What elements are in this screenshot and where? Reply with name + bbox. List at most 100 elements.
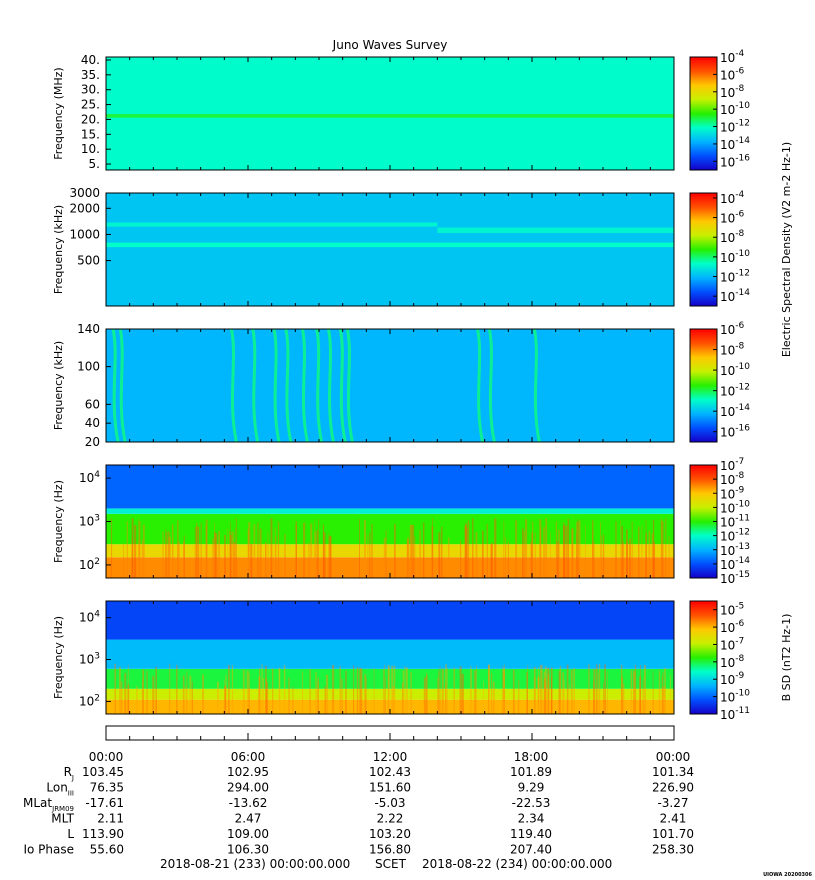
texture-streak: [230, 535, 232, 578]
texture-streak: [259, 528, 262, 578]
ephemeris-value: -17.61: [85, 796, 124, 810]
y-tick-label: 5.: [89, 157, 100, 171]
texture-streak: [126, 521, 128, 578]
radio-burst: [251, 329, 260, 442]
texture-streak: [438, 670, 440, 714]
texture-streak: [142, 670, 144, 714]
texture-streak: [665, 518, 667, 578]
texture-streak: [216, 681, 219, 714]
texture-streak: [461, 673, 464, 714]
ephemeris-value: 76.35: [90, 781, 124, 795]
emission-band: [437, 227, 674, 233]
texture-streak: [490, 543, 493, 578]
colorbar-tick-label: 10-8: [720, 84, 745, 100]
colorbar-tick-label: 10-6: [720, 321, 745, 337]
texture-streak: [568, 684, 570, 714]
texture-streak: [257, 685, 259, 714]
texture-streak: [491, 673, 493, 714]
texture-streak: [182, 675, 185, 714]
panel-e_lf: 104 103 102 Frequency (Hz) 10-710-810-910-10…: [52, 457, 750, 586]
ephemeris-value: 2.34: [518, 812, 545, 826]
texture-streak: [576, 522, 579, 578]
texture-streak: [648, 530, 651, 578]
texture-streak: [332, 664, 335, 714]
texture-streak: [423, 522, 425, 578]
texture-streak: [481, 530, 484, 578]
colorbar-gradient: [689, 56, 718, 171]
texture-streak: [152, 676, 155, 714]
texture-streak: [638, 526, 640, 578]
texture-streak: [186, 671, 188, 714]
texture-streak: [472, 518, 474, 578]
time-label: 12:00: [373, 750, 408, 764]
texture-streak: [410, 524, 413, 578]
texture-streak: [394, 523, 396, 578]
texture-streak: [314, 532, 317, 578]
radio-burst: [229, 329, 238, 442]
colorbar-tick-label: 10-14: [720, 136, 750, 152]
y-tick-label: 104: [79, 610, 100, 625]
texture-streak: [364, 674, 367, 714]
background-level: [106, 193, 674, 306]
texture-streak: [571, 528, 573, 578]
texture-streak: [653, 541, 656, 578]
ephemeris-label: LonIII: [46, 781, 74, 798]
texture-streak: [270, 518, 273, 578]
texture-streak: [601, 536, 602, 578]
texture-streak: [248, 522, 251, 578]
ephemeris-label: Io Phase: [23, 843, 74, 857]
texture-streak: [165, 532, 167, 578]
ephemeris-label: RJ: [64, 765, 74, 782]
texture-streak: [541, 664, 543, 714]
texture-streak: [602, 534, 605, 578]
texture-streak: [432, 518, 433, 578]
texture-streak: [317, 681, 319, 714]
texture-streak: [283, 665, 286, 714]
texture-streak: [441, 668, 444, 714]
radio-burst: [326, 329, 335, 442]
texture-streak: [527, 665, 529, 714]
texture-streak: [563, 522, 565, 578]
texture-streak: [316, 530, 319, 578]
texture-streak: [392, 686, 395, 714]
background-level: [106, 57, 674, 170]
colorbar-tick-label: 10-6: [720, 66, 745, 82]
colorbar-tick-label: 10-10: [720, 689, 750, 705]
texture-streak: [592, 531, 594, 578]
emission-band: [106, 114, 674, 118]
texture-streak: [292, 686, 294, 714]
texture-streak: [138, 540, 140, 578]
radio-burst: [476, 329, 485, 442]
emission-band: [106, 222, 438, 227]
texture-streak: [123, 543, 124, 578]
y-tick-label: 20.: [81, 112, 100, 126]
texture-streak: [507, 541, 509, 578]
texture-streak: [540, 528, 541, 578]
texture-streak: [258, 676, 261, 714]
texture-streak: [550, 667, 553, 714]
texture-streak: [259, 675, 260, 714]
texture-streak: [533, 666, 536, 714]
ephemeris-value: 294.00: [227, 781, 269, 795]
texture-streak: [146, 670, 148, 714]
ephemeris-value: 113.90: [82, 827, 124, 841]
texture-streak: [189, 675, 192, 714]
intensity-layer: [106, 508, 674, 514]
texture-streak: [231, 665, 234, 714]
time-label: 00:00: [89, 750, 124, 764]
texture-streak: [168, 536, 171, 578]
ephemeris-label: MLatJRM09: [23, 796, 74, 813]
texture-streak: [384, 664, 385, 714]
y-tick-label: 2000: [69, 201, 100, 215]
texture-streak: [544, 681, 547, 714]
figure-title: Juno Waves Survey: [332, 38, 448, 52]
texture-streak: [165, 529, 167, 578]
texture-streak: [532, 521, 534, 578]
colorbar-tick-label: 10-7: [720, 636, 744, 652]
texture-streak: [131, 518, 134, 578]
texture-streak: [303, 522, 306, 578]
ephemeris-value: 103.45: [82, 765, 124, 779]
texture-streak: [407, 537, 410, 578]
texture-streak: [359, 519, 360, 578]
ephemeris-value: 258.30: [652, 843, 694, 857]
